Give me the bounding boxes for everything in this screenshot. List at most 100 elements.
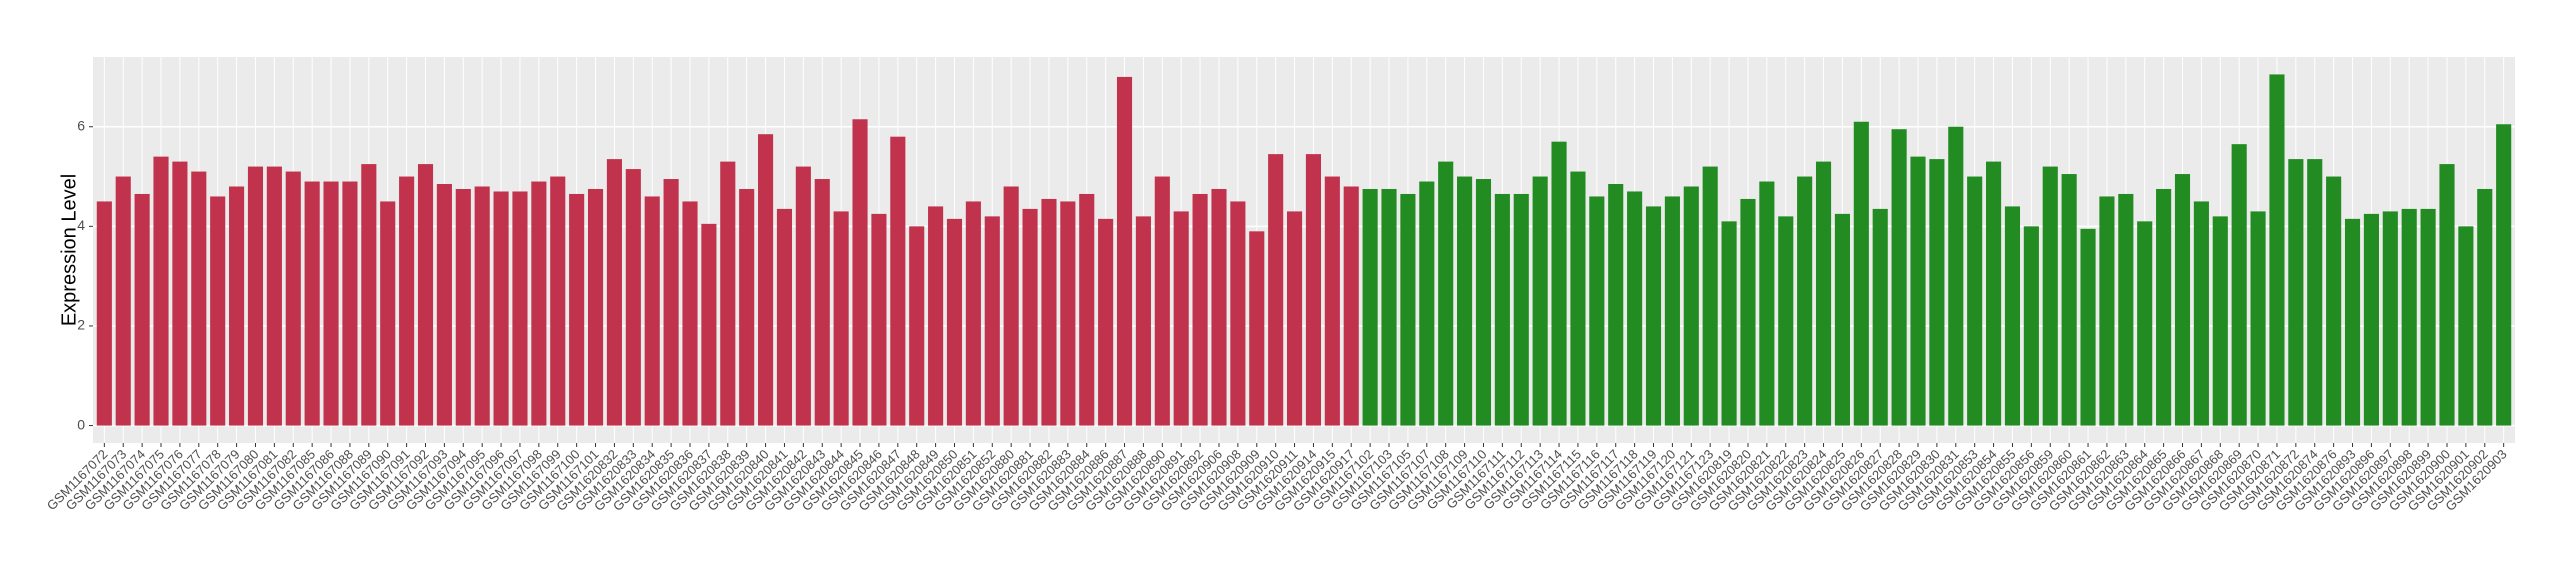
bar — [1551, 141, 1567, 426]
bar — [1494, 193, 1510, 426]
bar — [247, 166, 264, 426]
bar — [1154, 176, 1170, 426]
bar — [2099, 196, 2115, 426]
bar — [1135, 216, 1151, 426]
bar — [701, 223, 717, 426]
bar — [1986, 161, 2002, 426]
bar — [1457, 176, 1473, 426]
bar — [1268, 154, 1284, 426]
bar — [833, 211, 849, 426]
bar — [625, 169, 641, 426]
bar — [2477, 188, 2493, 426]
bar — [1475, 179, 1492, 426]
bar — [2193, 201, 2209, 426]
bar — [2458, 226, 2474, 426]
bar — [2042, 166, 2058, 426]
bar — [1778, 216, 1794, 426]
bar — [814, 179, 830, 426]
bar — [1173, 211, 1189, 426]
bar — [266, 166, 282, 426]
bar — [1929, 159, 1945, 426]
bar — [455, 188, 471, 426]
bar — [1589, 196, 1605, 426]
bar — [1683, 186, 1699, 426]
y-tick-label: 6 — [77, 117, 85, 133]
bar — [1192, 193, 1208, 426]
bar — [474, 186, 490, 426]
bar — [890, 136, 906, 426]
bar — [1249, 231, 1265, 426]
bar — [2137, 221, 2153, 426]
bar — [852, 119, 868, 426]
bar — [1419, 181, 1435, 426]
bar — [1815, 161, 1832, 426]
bar — [1853, 121, 1869, 426]
bar — [2344, 218, 2361, 426]
bar — [1532, 176, 1548, 426]
bar — [361, 164, 377, 426]
bar — [758, 134, 774, 426]
bar — [795, 166, 811, 426]
bar — [2326, 176, 2342, 426]
bar — [153, 156, 169, 426]
bar — [191, 171, 207, 426]
bar — [550, 176, 566, 426]
bar — [1060, 201, 1076, 426]
bar — [2496, 124, 2512, 426]
bar — [493, 191, 509, 426]
bar — [776, 208, 793, 426]
bar — [2269, 74, 2285, 426]
bar — [720, 161, 736, 426]
bar — [323, 181, 339, 426]
bar — [2382, 211, 2398, 426]
bar — [399, 176, 415, 426]
bar — [115, 176, 131, 426]
bar — [1872, 208, 1888, 426]
bar — [172, 161, 188, 426]
bar — [1702, 166, 1718, 426]
bar — [2118, 193, 2134, 426]
bar — [1211, 188, 1227, 426]
bar — [1022, 208, 1038, 426]
y-tick-label: 0 — [77, 416, 85, 432]
bar — [1910, 156, 1926, 426]
bar — [2250, 211, 2266, 426]
bar — [1438, 161, 1454, 426]
bar — [1362, 188, 1378, 426]
bar — [1286, 211, 1303, 426]
bar — [663, 179, 679, 426]
bar — [1400, 193, 1416, 426]
bar — [1098, 218, 1114, 426]
bar — [2439, 164, 2455, 426]
bar — [304, 181, 320, 426]
bar — [2307, 159, 2323, 426]
bar — [1343, 186, 1359, 426]
bar — [644, 196, 660, 426]
bar — [909, 226, 925, 426]
bar — [210, 196, 226, 426]
bar — [871, 213, 887, 426]
bar — [96, 201, 112, 426]
y-tick-label: 4 — [77, 217, 85, 233]
bar — [1003, 186, 1019, 426]
bar — [1948, 126, 1964, 426]
bar — [2023, 226, 2039, 426]
bar — [1230, 201, 1246, 426]
bar — [587, 188, 604, 426]
bar — [2401, 208, 2417, 426]
bar — [984, 216, 1000, 426]
bar — [1759, 181, 1775, 426]
bar — [1664, 196, 1680, 426]
bar — [1570, 171, 1586, 426]
bar — [682, 201, 698, 426]
bar — [436, 184, 452, 426]
bar — [1079, 193, 1095, 426]
bar — [1891, 129, 1907, 426]
bar — [1041, 198, 1057, 426]
bar — [1645, 206, 1662, 426]
y-tick-label: 2 — [77, 317, 85, 333]
y-axis-label: Expression Level — [58, 174, 80, 326]
bar — [2212, 216, 2228, 426]
bar — [229, 186, 245, 426]
